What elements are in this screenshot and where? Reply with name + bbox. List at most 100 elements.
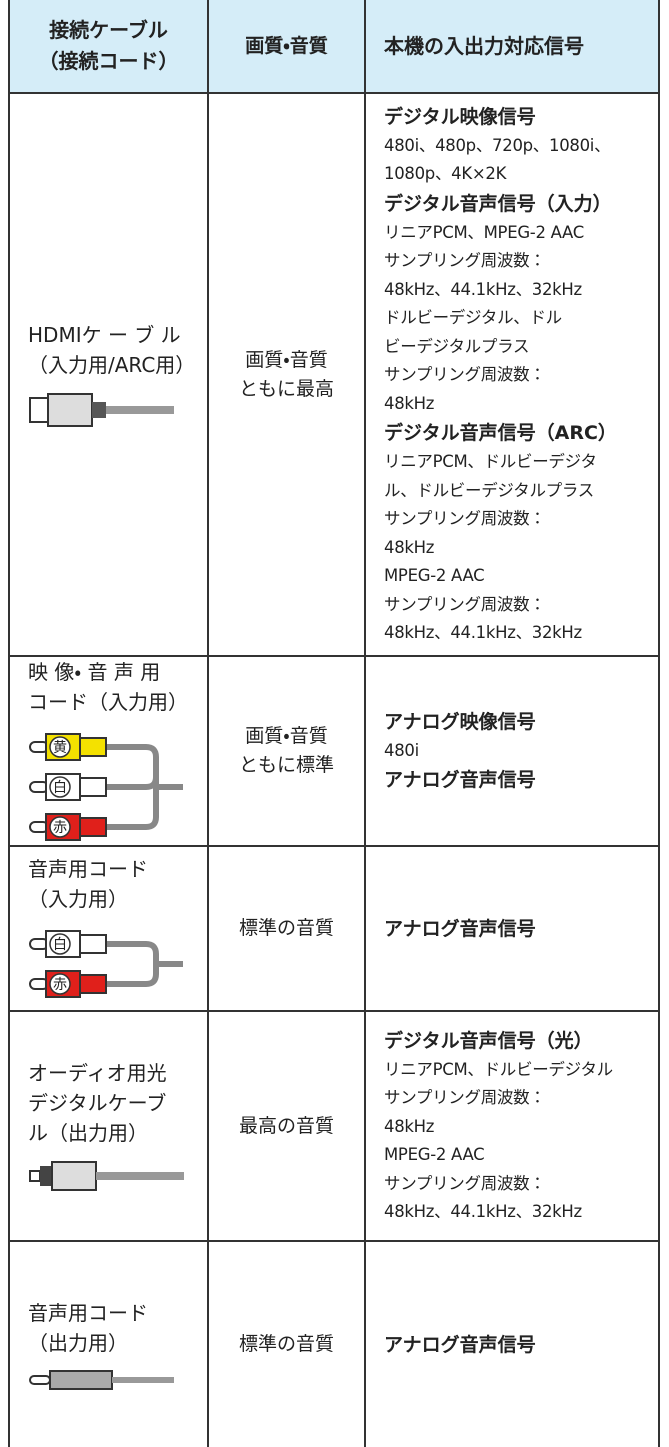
signal-cell: アナログ音声信号 bbox=[364, 1240, 658, 1447]
grip bbox=[79, 973, 107, 994]
cable bbox=[153, 784, 183, 790]
cable bbox=[106, 776, 159, 790]
quality-text: 標準の音質 bbox=[238, 917, 334, 939]
cable-icon: 白赤 bbox=[29, 929, 183, 998]
cable bbox=[106, 405, 174, 414]
header-text: 画質・音質 bbox=[245, 34, 328, 57]
quality-cell: 標準の音質 bbox=[207, 1240, 364, 1447]
signal-heading: デジタル音声信号（光） bbox=[384, 1029, 593, 1052]
signal-cell: デジタル映像信号 480i、480p、720p、1080i、 1080p、4K×2K… bbox=[364, 92, 658, 655]
signal-line: ビーデジタルプラス bbox=[384, 336, 530, 356]
plug-label: 赤 bbox=[53, 820, 67, 836]
signal-line: サンプリング周波数： bbox=[384, 1088, 546, 1107]
cable-name: （入力用/ARC用） bbox=[28, 352, 196, 377]
signal-heading: デジタル映像信号 bbox=[384, 105, 536, 128]
signal-line: サンプリング周波数： bbox=[384, 594, 546, 614]
signal-heading: アナログ音声信号 bbox=[384, 1333, 536, 1356]
signal-line: 480i、480p、720p、1080i、 bbox=[384, 135, 611, 155]
quality-text: ともに標準 bbox=[238, 754, 334, 776]
quality-text: ともに最高 bbox=[238, 377, 334, 400]
cable bbox=[106, 787, 159, 830]
header-cell: 画質・音質 bbox=[207, 0, 364, 92]
header-text: 接続ケーブル bbox=[49, 18, 168, 42]
signal-heading: アナログ音声信号 bbox=[384, 769, 536, 792]
cable bbox=[112, 1376, 174, 1383]
signal-line: 480i bbox=[384, 740, 419, 760]
cable-cell: HDMIケ ー ブ ル （入力用/ARC用） bbox=[10, 92, 207, 655]
signal-cell: デジタル音声信号（光） リニアPCM、ドルビーデジタル サンプリング周波数： 48kH… bbox=[364, 1010, 658, 1240]
signal-line: サンプリング周波数： bbox=[384, 1173, 546, 1193]
signal-line: 48kHz bbox=[384, 393, 435, 413]
signal-line: 48kHz bbox=[384, 537, 435, 557]
quality-text: 標準の音質 bbox=[238, 1333, 334, 1355]
signal-heading: アナログ音声信号 bbox=[384, 917, 536, 940]
neck bbox=[92, 401, 106, 418]
badge bbox=[49, 972, 71, 995]
header-text: 本機の入出力対応信号 bbox=[384, 33, 584, 58]
quality-text: 画質・音質 bbox=[245, 348, 328, 371]
plug-label: 赤 bbox=[53, 977, 67, 993]
badge bbox=[49, 932, 71, 955]
cable-icon: 黄白赤 bbox=[29, 733, 183, 841]
signal-line: リニアPCM、ドルビーデジタ bbox=[384, 452, 597, 471]
grip bbox=[79, 737, 107, 757]
signal-line: ドルビーデジタル、ドル bbox=[384, 308, 562, 327]
signal-line: サンプリング周波数： bbox=[384, 365, 546, 384]
cable-name: 映 像・ 音 声 用 bbox=[28, 660, 161, 684]
cable-icon bbox=[29, 392, 174, 427]
grip bbox=[79, 817, 107, 837]
signal-line: 1080p、4K×2K bbox=[384, 164, 507, 183]
tip bbox=[29, 1170, 41, 1182]
plug bbox=[29, 396, 49, 423]
signal-line: サンプリング周波数： bbox=[384, 251, 546, 270]
signal-line: 48kHz、44.1kHz、32kHz bbox=[384, 279, 582, 299]
signal-line: リニアPCM、MPEG-2 AAC bbox=[384, 222, 584, 242]
tip bbox=[29, 1374, 51, 1385]
cable-name: オーディオ用光 bbox=[28, 1061, 167, 1085]
signal-line: 48kHz、44.1kHz、32kHz bbox=[384, 1202, 582, 1221]
signal-line: 48kHz、44.1kHz、32kHz bbox=[384, 623, 582, 642]
cable-cell: 音声用コード （出力用） bbox=[10, 1240, 207, 1447]
signal-line: MPEG-2 AAC bbox=[384, 566, 485, 585]
cable-name: デジタルケーブ bbox=[28, 1091, 167, 1115]
cable bbox=[106, 963, 159, 987]
signal-line: リニアPCM、ドルビーデジタル bbox=[384, 1059, 613, 1079]
cable-cell: 音声用コード （入力用） 白赤 bbox=[10, 845, 207, 1010]
signal-line: サンプリング周波数： bbox=[384, 509, 546, 528]
cable bbox=[106, 744, 159, 787]
quality-cell: 最高の音質 bbox=[207, 1010, 364, 1240]
signal-cell: アナログ音声信号 bbox=[364, 845, 658, 1010]
body bbox=[51, 1161, 97, 1191]
signal-cell: アナログ映像信号 480i アナログ音声信号 bbox=[364, 655, 658, 845]
cable-cell: オーディオ用光 デジタルケーブ ル（出力用） bbox=[10, 1010, 207, 1240]
body bbox=[49, 1369, 113, 1390]
signal-heading: デジタル音声信号（入力） bbox=[384, 192, 612, 215]
collar bbox=[40, 1166, 52, 1186]
plug-label: 白 bbox=[53, 780, 67, 796]
cable-name: （出力用） bbox=[28, 1330, 128, 1355]
plug-label: 黄 bbox=[53, 739, 67, 756]
cable-icon bbox=[29, 1369, 174, 1390]
cable-name: ル（出力用） bbox=[28, 1121, 148, 1145]
body bbox=[47, 392, 93, 427]
quality-cell: 画質・音質 ともに標準 bbox=[207, 655, 364, 845]
cable-cell: 映 像・ 音 声 用コード（入力用） 黄白赤 bbox=[10, 655, 207, 845]
quality-text: 最高の音質 bbox=[238, 1114, 334, 1137]
cable-name: （入力用） bbox=[28, 886, 128, 911]
badge bbox=[49, 776, 71, 798]
cable-name: HDMIケ ー ブ ル bbox=[28, 322, 181, 347]
quality-cell: 標準の音質 bbox=[207, 845, 364, 1010]
plug-label: 白 bbox=[53, 937, 67, 953]
signal-heading: アナログ映像信号 bbox=[384, 710, 536, 733]
header-cell: 接続ケーブル （接続コード） bbox=[10, 0, 207, 92]
quality-cell: 画質・音質ともに最高 bbox=[207, 92, 364, 655]
signal-line: ル、ドルビーデジタルプラス bbox=[384, 480, 594, 500]
cable bbox=[106, 940, 159, 964]
cable-name: 音声用コード bbox=[28, 1300, 148, 1325]
cable-icon bbox=[29, 1161, 184, 1191]
header-cell: 本機の入出力対応信号 bbox=[364, 0, 658, 92]
cable bbox=[96, 1172, 184, 1180]
grip bbox=[79, 933, 107, 954]
signal-heading: デジタル音声信号（ARC） bbox=[384, 422, 617, 444]
